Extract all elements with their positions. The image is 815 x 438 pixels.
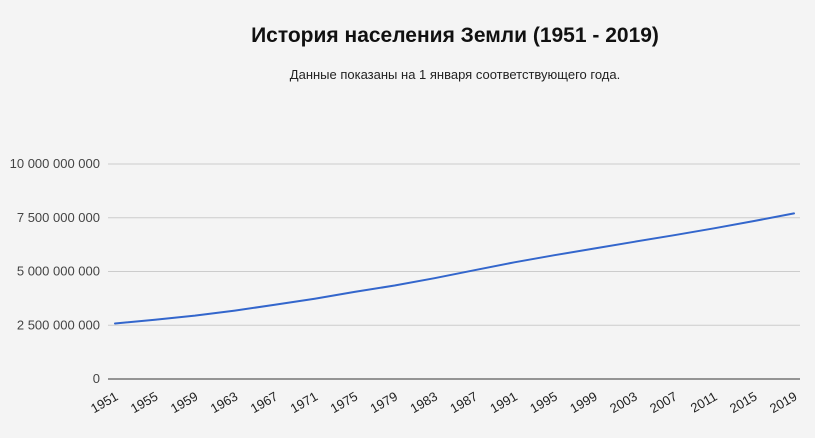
chart-subtitle: Данные показаны на 1 января соответствую…	[289, 67, 621, 82]
x-tick-label: 1987	[447, 389, 480, 416]
y-tick-label: 10 000 000 000	[10, 156, 100, 171]
chart-title: История населения Земли (1951 - 2019)	[251, 24, 659, 47]
x-tick-label: 1979	[368, 389, 401, 416]
x-tick-label: 1959	[168, 389, 201, 416]
y-tick-label: 2 500 000 000	[17, 317, 100, 332]
series-line	[114, 212, 795, 325]
x-tick-label: 2003	[607, 389, 640, 416]
x-tick-label: 2007	[647, 389, 680, 416]
x-tick-label: 1995	[527, 389, 560, 416]
y-tick-label: 0	[93, 371, 100, 386]
x-tick-label: 2015	[727, 389, 760, 416]
x-tick-label: 2019	[767, 389, 800, 416]
x-tick-label: 1963	[208, 389, 241, 416]
x-tick-label: 1975	[328, 389, 361, 416]
x-tick-label: 2011	[688, 389, 720, 416]
x-tick-label: 1955	[128, 389, 161, 416]
x-tick-label: 1967	[248, 389, 281, 416]
x-tick-label: 1971	[288, 389, 321, 416]
y-tick-label: 7 500 000 000	[17, 210, 100, 225]
x-tick-label: 1951	[88, 389, 121, 416]
x-tick-label: 1983	[407, 389, 440, 416]
x-tick-label: 1991	[487, 389, 520, 416]
y-tick-label: 5 000 000 000	[17, 264, 100, 279]
x-tick-label: 1999	[567, 389, 600, 416]
